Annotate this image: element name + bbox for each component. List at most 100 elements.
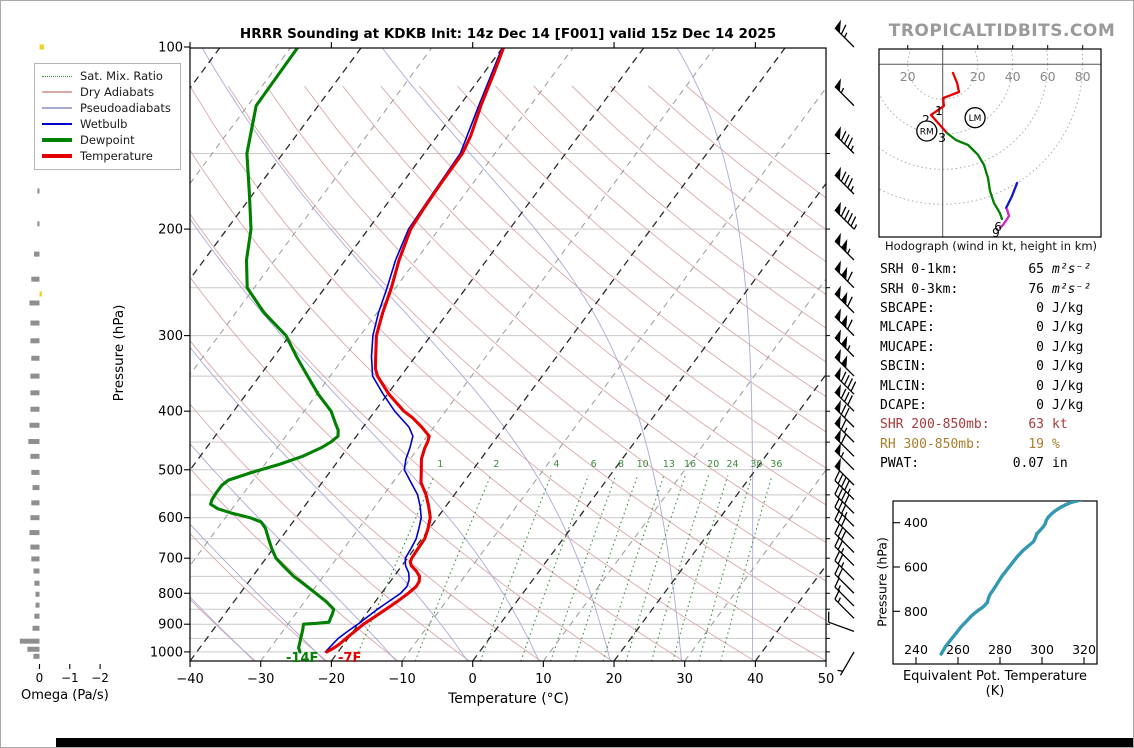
stats-row: SRH 0-3km: 76 m²s⁻² xyxy=(880,281,1092,297)
svg-text:20: 20 xyxy=(970,69,986,84)
svg-text:30: 30 xyxy=(750,459,762,470)
skewt-frame-and-ticks: −40 −30 −20 −10 0 10 20 30 40 50 100 200 300 400 500 60… xyxy=(150,41,834,688)
svg-text:400: 400 xyxy=(158,405,183,420)
svg-text:6: 6 xyxy=(994,220,1002,234)
svg-text:50: 50 xyxy=(818,672,835,687)
branding-logo: TROPICALTIDBITS.COM xyxy=(888,21,1116,41)
mixing-ratio-labels: 1 2 4 6 8 10 13 16 20 24 30 36 xyxy=(437,459,782,470)
svg-text:800: 800 xyxy=(904,604,928,619)
legend-item: Dry Adiabats xyxy=(42,84,171,100)
stats-row: SBCIN: 0 J/kg xyxy=(880,359,1084,375)
svg-text:60: 60 xyxy=(1040,69,1056,84)
theta-e-panel: 400 600 800 240 260 280 300 320 xyxy=(892,500,1098,665)
svg-text:400: 400 xyxy=(904,515,928,530)
svg-text:1: 1 xyxy=(437,459,443,470)
legend-item: Temperature xyxy=(42,148,171,164)
legend: Sat. Mix. Ratio Dry Adiabats Pseudoadiab… xyxy=(34,63,181,170)
svg-text:100: 100 xyxy=(158,41,183,56)
stats-row: SHR 200-850mb: 63 kt xyxy=(880,417,1068,433)
svg-text:200: 200 xyxy=(158,223,183,238)
theta-e-pressure-axis-label: Pressure (hPa) xyxy=(874,537,890,627)
svg-text:−40: −40 xyxy=(176,672,203,687)
svg-text:10: 10 xyxy=(637,459,649,470)
svg-text:500: 500 xyxy=(158,463,183,478)
svg-text:20: 20 xyxy=(606,672,623,687)
svg-text:900: 900 xyxy=(158,618,183,633)
omega-panel: 0 −1 −2 xyxy=(19,44,109,685)
dry-adiabat-line-icon xyxy=(42,91,72,93)
stats-row: RH 300-850mb: 19% xyxy=(880,436,1060,452)
svg-text:280: 280 xyxy=(988,642,1012,657)
pressure-axis-label: Pressure (hPa) xyxy=(111,304,127,402)
svg-text:24: 24 xyxy=(726,459,738,470)
svg-text:260: 260 xyxy=(946,642,970,657)
svg-text:700: 700 xyxy=(158,552,183,567)
svg-text:36: 36 xyxy=(770,459,782,470)
svg-text:−1: −1 xyxy=(61,671,79,685)
svg-text:20: 20 xyxy=(900,69,916,84)
svg-text:320: 320 xyxy=(1072,642,1096,657)
svg-text:20: 20 xyxy=(707,459,719,470)
stats-row: PWAT: 0.07 in xyxy=(880,456,1068,472)
page-title: HRRR Sounding at KDKB Init: 14z Dec 14 [… xyxy=(239,26,777,42)
legend-item: Wetbulb xyxy=(42,116,171,132)
stats-panel: SRH 0-1km: 65 m²s⁻² SRH 0-3km: 76 m²s⁻² SBCA… xyxy=(880,260,1091,473)
stats-row: SBCAPE: 0 J/kg xyxy=(880,300,1084,316)
dewpoint-line-icon xyxy=(42,138,72,142)
svg-text:2: 2 xyxy=(922,113,930,127)
bottom-black-bar xyxy=(56,738,1133,747)
svg-text:0: 0 xyxy=(36,671,44,685)
svg-text:16: 16 xyxy=(684,459,696,470)
temperature-axis-label: Temperature (°C) xyxy=(448,691,569,707)
svg-text:800: 800 xyxy=(158,587,183,602)
svg-text:−30: −30 xyxy=(247,672,274,687)
svg-text:9: 9 xyxy=(992,226,1000,240)
pseudoadiabat-line-icon xyxy=(42,107,72,109)
stats-row: DCAPE: 0 J/kg xyxy=(880,397,1084,413)
legend-item: Dewpoint xyxy=(42,132,171,148)
legend-item: Sat. Mix. Ratio xyxy=(42,68,171,84)
svg-text:2: 2 xyxy=(493,459,499,470)
hodograph-panel: 123 69 RM LM 20 20 40 60 80 xyxy=(878,45,1102,240)
hodograph-caption: Hodograph (wind in kt, height in km) xyxy=(884,239,1098,253)
svg-text:600: 600 xyxy=(904,560,928,575)
legend-item: Pseudoadiabats xyxy=(42,100,171,116)
stats-row: MLCIN: 0 J/kg xyxy=(880,378,1084,394)
svg-text:30: 30 xyxy=(676,672,693,687)
wetbulb-line-icon xyxy=(42,123,72,125)
svg-text:600: 600 xyxy=(158,511,183,526)
svg-text:1000: 1000 xyxy=(150,645,183,660)
temperature-line-icon xyxy=(42,154,72,158)
svg-text:80: 80 xyxy=(1075,69,1091,84)
svg-text:3: 3 xyxy=(938,131,946,145)
svg-text:1: 1 xyxy=(935,104,943,118)
svg-text:LM: LM xyxy=(969,114,982,124)
svg-text:6: 6 xyxy=(591,459,597,470)
surface-dewpoint-annotation: -14F xyxy=(286,651,319,666)
svg-text:300: 300 xyxy=(158,329,183,344)
svg-text:−2: −2 xyxy=(91,671,109,685)
svg-text:4: 4 xyxy=(553,459,559,470)
svg-text:240: 240 xyxy=(904,642,928,657)
svg-text:300: 300 xyxy=(1030,642,1054,657)
omega-axis-label: Omega (Pa/s) xyxy=(21,688,109,703)
stats-row: MUCAPE: 0 J/kg xyxy=(880,339,1084,355)
theta-e-axis-label: Equivalent Pot. Temperature (K) xyxy=(902,669,1088,699)
svg-text:40: 40 xyxy=(1005,69,1021,84)
svg-text:−10: −10 xyxy=(388,672,415,687)
skewt-background xyxy=(190,48,826,661)
sounding-profiles xyxy=(209,48,506,654)
stats-row: MLCAPE: 0 J/kg xyxy=(880,320,1084,336)
svg-text:−20: −20 xyxy=(318,672,345,687)
svg-text:40: 40 xyxy=(747,672,764,687)
surface-temperature-annotation: -7F xyxy=(338,651,362,666)
svg-text:0: 0 xyxy=(469,672,477,687)
svg-text:13: 13 xyxy=(663,459,675,470)
sat-mix-ratio-line-icon xyxy=(42,75,72,77)
stats-row: SRH 0-1km: 65 m²s⁻² xyxy=(880,262,1092,278)
svg-text:RM: RM xyxy=(920,127,934,137)
svg-text:8: 8 xyxy=(618,459,624,470)
svg-text:10: 10 xyxy=(535,672,552,687)
